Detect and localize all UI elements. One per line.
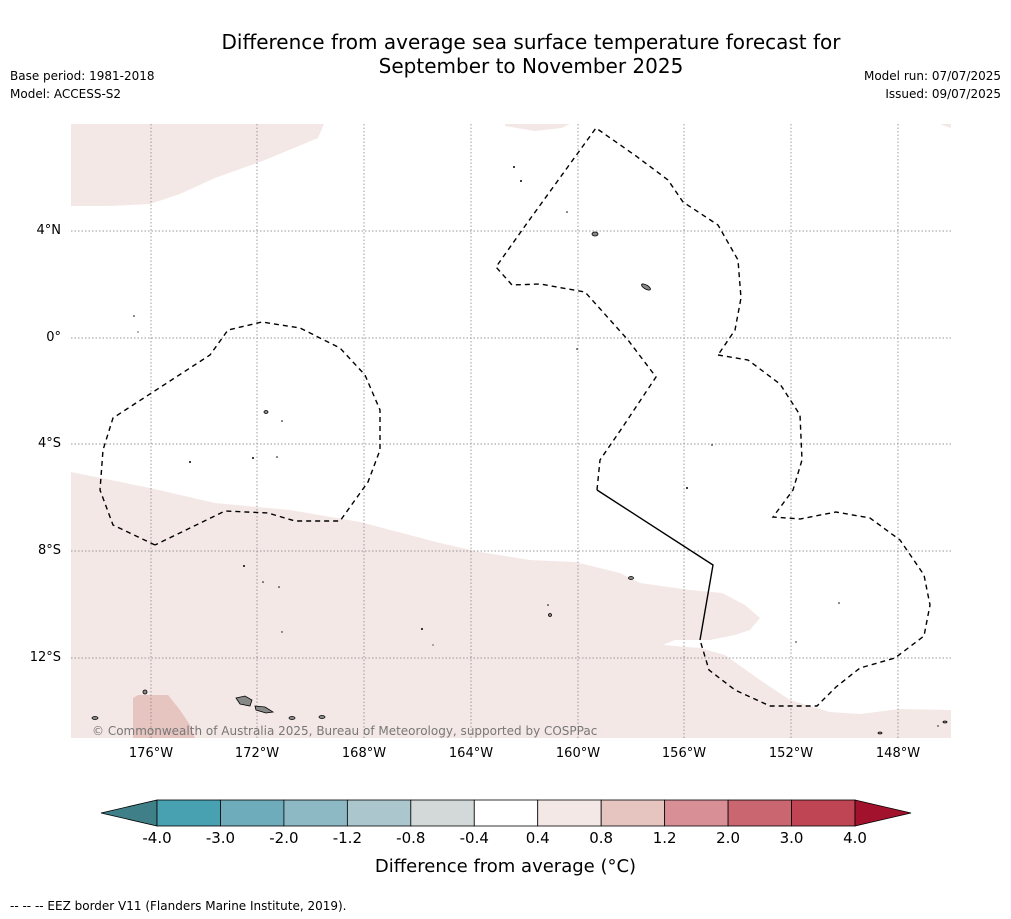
colorbar-tick-label: 0.8	[589, 829, 614, 847]
meta-right: Model run: 07/07/2025 Issued: 09/07/2025	[864, 67, 1001, 103]
colorbar-tick-label: 0.4	[525, 829, 550, 847]
colorbar-tick-label: -3.0	[205, 829, 236, 847]
model-name: Model: ACCESS-S2	[10, 87, 122, 101]
eez-border-east	[699, 354, 931, 707]
colorbar-tick-label: 3.0	[779, 829, 804, 847]
colorbar-bin	[664, 799, 729, 827]
warm-anomaly-region-south	[71, 472, 951, 738]
map-area	[71, 124, 951, 738]
warm-anomaly-region-north	[71, 124, 324, 206]
colorbar-bin	[220, 799, 285, 827]
lon-label-148w: 148°W	[875, 746, 921, 761]
graticule	[71, 124, 951, 738]
colorbar-bin	[600, 799, 666, 827]
island-savaii	[235, 695, 253, 707]
colorbar-tick-label: -1.2	[332, 829, 362, 847]
colorbar-bin	[537, 799, 602, 827]
islets	[133, 166, 939, 727]
colorbar-title: Difference from average (°C)	[374, 856, 637, 877]
warm-anomaly-region-medium	[133, 695, 195, 738]
colorbar-extend-max	[854, 799, 912, 827]
lat-label-8s: 8°S	[37, 543, 61, 558]
colorbar-tick-label: 1.2	[652, 829, 677, 847]
island-upolu	[254, 705, 275, 714]
lat-label-4s: 4°S	[37, 436, 61, 451]
colorbar	[100, 799, 912, 827]
colorbar-bin	[410, 799, 475, 827]
colorbar-bin	[156, 799, 221, 827]
warm-anomaly-region-north-mid	[505, 124, 570, 131]
warm-anomaly-region-northeast	[940, 124, 951, 128]
title-line-2: September to November 2025	[378, 54, 684, 78]
issued-date: Issued: 09/07/2025	[885, 87, 1001, 101]
eez-border-central	[495, 127, 742, 491]
lon-label-164w: 164°W	[448, 746, 494, 761]
lat-label-4n: 4°N	[36, 223, 62, 238]
lat-label-equator: 0°	[46, 330, 61, 345]
copyright-notice: © Commonwealth of Australia 2025, Bureau…	[92, 724, 598, 738]
title-line-1: Difference from average sea surface temp…	[221, 30, 841, 54]
lon-label-156w: 156°W	[661, 746, 707, 761]
islands	[91, 231, 948, 735]
colorbar-tick-label: -4.0	[142, 829, 172, 847]
colorbar-bin	[283, 799, 348, 827]
lon-label-160w: 160°W	[555, 746, 601, 761]
colorbar-bin	[473, 799, 539, 827]
colorbar-tick-label: 4.0	[843, 829, 867, 847]
lon-label-176w: 176°W	[128, 746, 174, 761]
eez-borders	[99, 127, 931, 707]
colorbar-tick-label: -0.4	[459, 829, 489, 847]
lat-label-12s: 12°S	[29, 650, 61, 665]
lon-label-152w: 152°W	[768, 746, 814, 761]
colorbar-bin	[346, 799, 412, 827]
colorbar-bin	[727, 799, 792, 827]
colorbar-tick-label: 2.0	[716, 829, 740, 847]
colorbar-extend-min	[100, 799, 158, 827]
colorbar-tick-label: -2.0	[269, 829, 299, 847]
eez-footnote: -- -- -- EEZ border V11 (Flanders Marine…	[10, 899, 347, 913]
eez-border-solid	[596, 489, 714, 641]
model-run: Model run: 07/07/2025	[863, 69, 1001, 83]
base-period: Base period: 1981-2018	[10, 69, 155, 83]
map-title: Difference from average sea surface temp…	[0, 30, 1011, 78]
colorbar-bin	[791, 799, 856, 827]
colorbar-tick-label: -0.8	[396, 829, 426, 847]
meta-left: Base period: 1981-2018 Model: ACCESS-S2	[10, 67, 155, 103]
island-swains	[641, 283, 651, 291]
lon-label-172w: 172°W	[234, 746, 280, 761]
lon-label-168w: 168°W	[341, 746, 387, 761]
